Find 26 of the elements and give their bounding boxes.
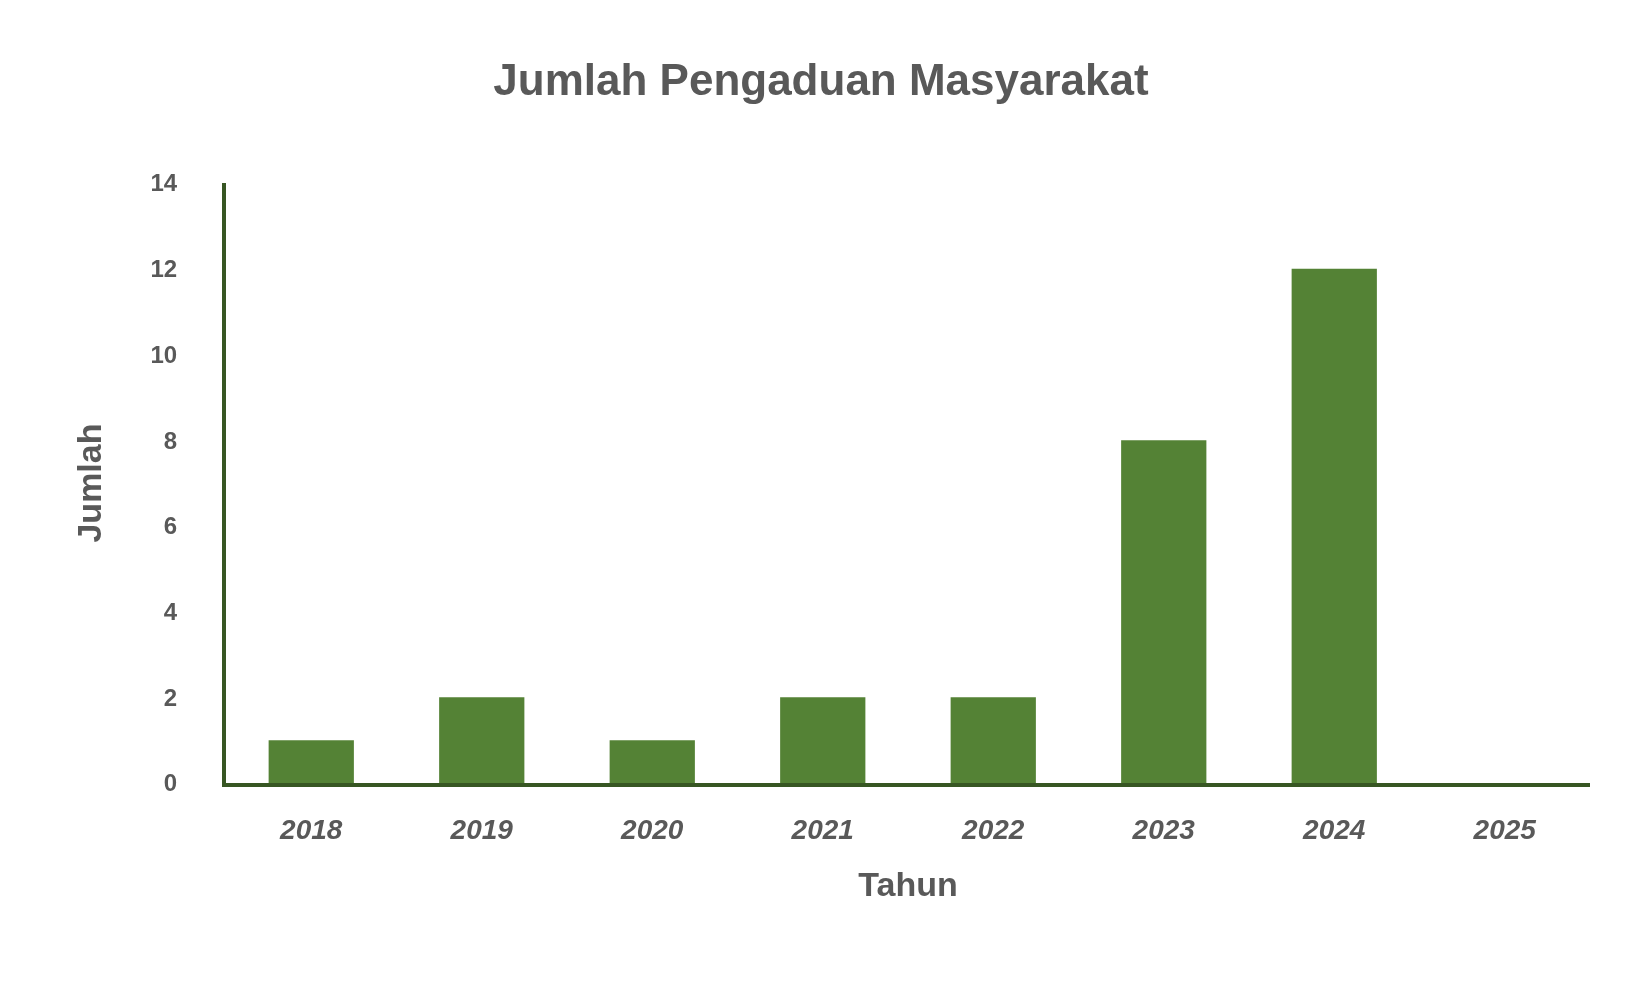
bar [780,697,866,783]
x-tick-label: 2020 [620,813,684,845]
y-tick-label: 14 [150,169,178,197]
bar [268,740,354,783]
bar [1121,440,1207,783]
x-tick-label: 2023 [1131,813,1196,845]
x-tick-label: 2021 [790,813,854,845]
bar [950,697,1036,783]
x-tick-label: 2018 [279,813,343,845]
y-tick-label: 2 [163,683,178,711]
y-tick-label: 6 [163,512,178,540]
bar [439,697,525,783]
x-tick-label: 2024 [1302,813,1366,845]
x-tick-label: 2022 [961,813,1025,845]
y-tick-label: 0 [163,769,178,797]
y-tick-label: 8 [163,426,178,454]
x-tick-label: 2019 [449,813,514,845]
x-tick-label: 2025 [1472,813,1537,845]
x-axis-title: Tahun [858,865,958,904]
y-tick-label: 12 [150,255,178,283]
bar [609,740,695,783]
y-tick-label: 4 [163,597,178,625]
bar [1291,268,1377,783]
y-tick-label: 10 [150,340,178,368]
y-axis-title: Jumlah [69,423,108,543]
chart-title: Jumlah Pengaduan Masyarakat [493,54,1150,104]
